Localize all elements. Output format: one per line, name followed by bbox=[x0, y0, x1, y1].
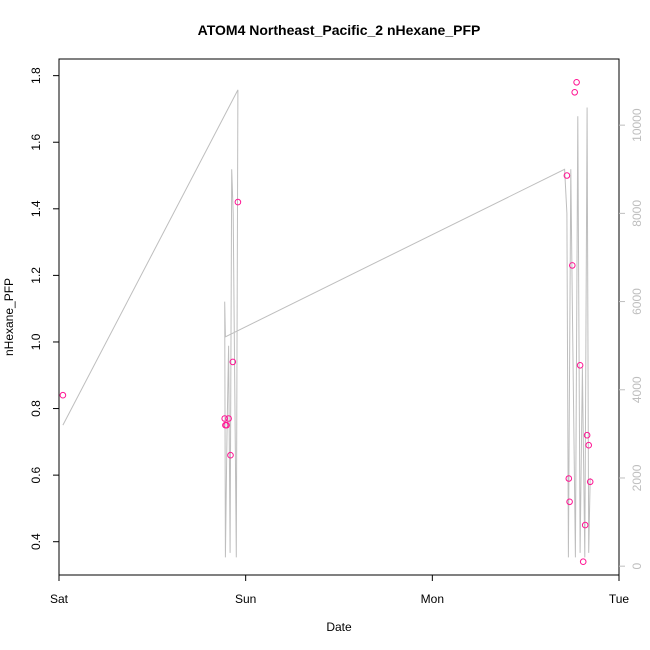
x-axis-label: Date bbox=[326, 620, 352, 634]
data-point bbox=[234, 198, 242, 206]
series-line bbox=[62, 89, 591, 558]
data-point bbox=[586, 478, 594, 486]
data-point bbox=[581, 521, 589, 529]
data-point bbox=[229, 358, 237, 366]
x-tick-label: Sun bbox=[235, 592, 256, 606]
y2-tick-label: 6000 bbox=[630, 288, 644, 315]
y-tick-label: 1.0 bbox=[29, 333, 43, 350]
data-point bbox=[573, 79, 580, 86]
y2-tick-label: 8000 bbox=[630, 200, 644, 227]
x-axis: Sat Sun Mon Tue bbox=[50, 575, 629, 606]
y-axis-right: 0 2000 4000 6000 8000 10000 bbox=[619, 108, 644, 570]
x-tick-label: Mon bbox=[421, 592, 444, 606]
y-axis-left: 0.4 0.6 0.8 1.0 1.2 1.4 1.6 1.8 bbox=[29, 67, 59, 550]
data-point bbox=[565, 475, 573, 482]
y-tick-label: 1.8 bbox=[29, 67, 43, 84]
series-points-group bbox=[59, 79, 594, 566]
data-point bbox=[566, 498, 573, 506]
y2-tick-label: 0 bbox=[630, 563, 644, 570]
data-point bbox=[225, 415, 232, 422]
data-point bbox=[563, 172, 571, 179]
x-tick-label: Tue bbox=[609, 592, 630, 606]
data-point bbox=[585, 441, 593, 449]
data-point bbox=[227, 451, 234, 459]
y-tick-label: 1.2 bbox=[29, 267, 43, 284]
data-point bbox=[583, 431, 591, 439]
chart-title: ATOM4 Northeast_Pacific_2 nHexane_PFP bbox=[198, 22, 481, 38]
series-line-group bbox=[62, 89, 591, 558]
y2-tick-label: 10000 bbox=[630, 108, 644, 142]
data-point bbox=[59, 391, 67, 399]
y-tick-label: 0.8 bbox=[29, 400, 43, 417]
x-tick-label: Sat bbox=[50, 592, 69, 606]
data-point bbox=[576, 362, 584, 369]
y-tick-label: 1.6 bbox=[29, 134, 43, 151]
y-axis-label: nHexane_PFP bbox=[2, 278, 16, 356]
y-tick-label: 1.4 bbox=[29, 200, 43, 217]
y-tick-label: 0.4 bbox=[29, 533, 43, 550]
y2-tick-label: 4000 bbox=[630, 376, 644, 403]
plot-frame bbox=[58, 58, 620, 576]
data-point bbox=[223, 421, 230, 429]
y-tick-label: 0.6 bbox=[29, 466, 43, 483]
data-point bbox=[571, 89, 579, 96]
data-point bbox=[569, 262, 576, 269]
data-point bbox=[221, 415, 228, 422]
y2-tick-label: 2000 bbox=[630, 464, 644, 491]
data-point bbox=[579, 558, 587, 566]
